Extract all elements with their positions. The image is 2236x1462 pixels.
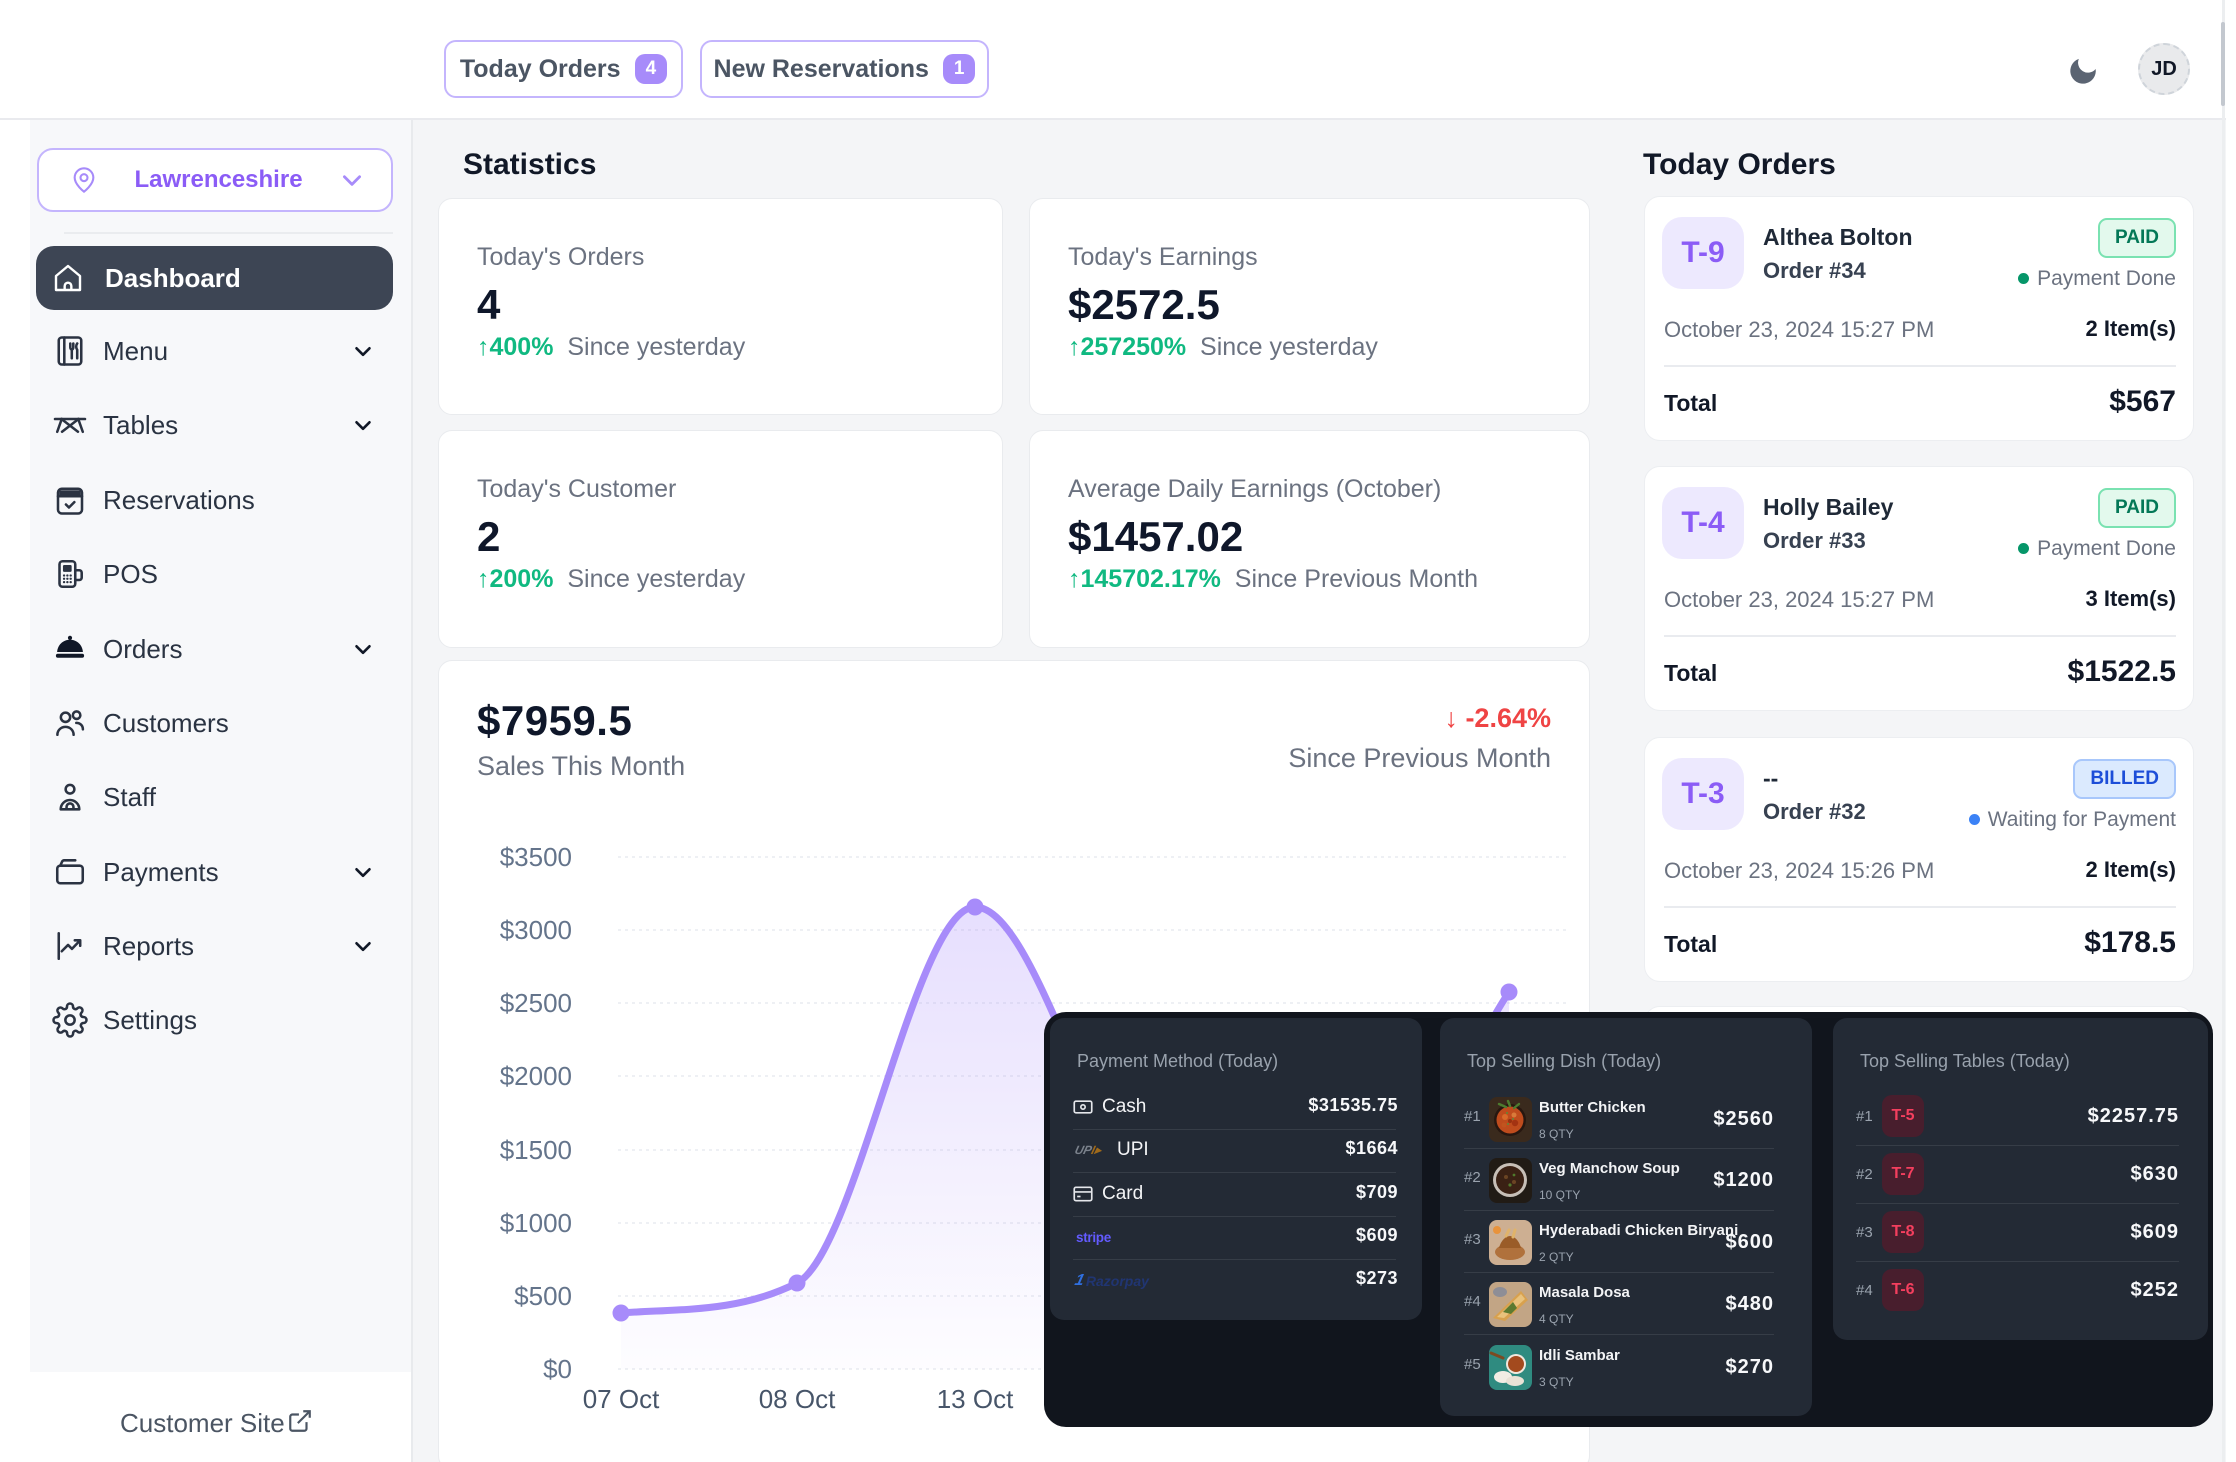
svg-text:$1000: $1000	[500, 1208, 572, 1238]
svg-text:07 Oct: 07 Oct	[583, 1384, 660, 1414]
svg-text:$3500: $3500	[500, 842, 572, 872]
svg-text:$3000: $3000	[500, 915, 572, 945]
svg-text:$0: $0	[543, 1354, 572, 1384]
svg-text:$500: $500	[514, 1281, 572, 1311]
svg-text:$2500: $2500	[500, 988, 572, 1018]
svg-text:$2000: $2000	[500, 1061, 572, 1091]
svg-text:$1500: $1500	[500, 1135, 572, 1165]
svg-text:08 Oct: 08 Oct	[759, 1384, 836, 1414]
svg-text:13 Oct: 13 Oct	[937, 1384, 1014, 1414]
